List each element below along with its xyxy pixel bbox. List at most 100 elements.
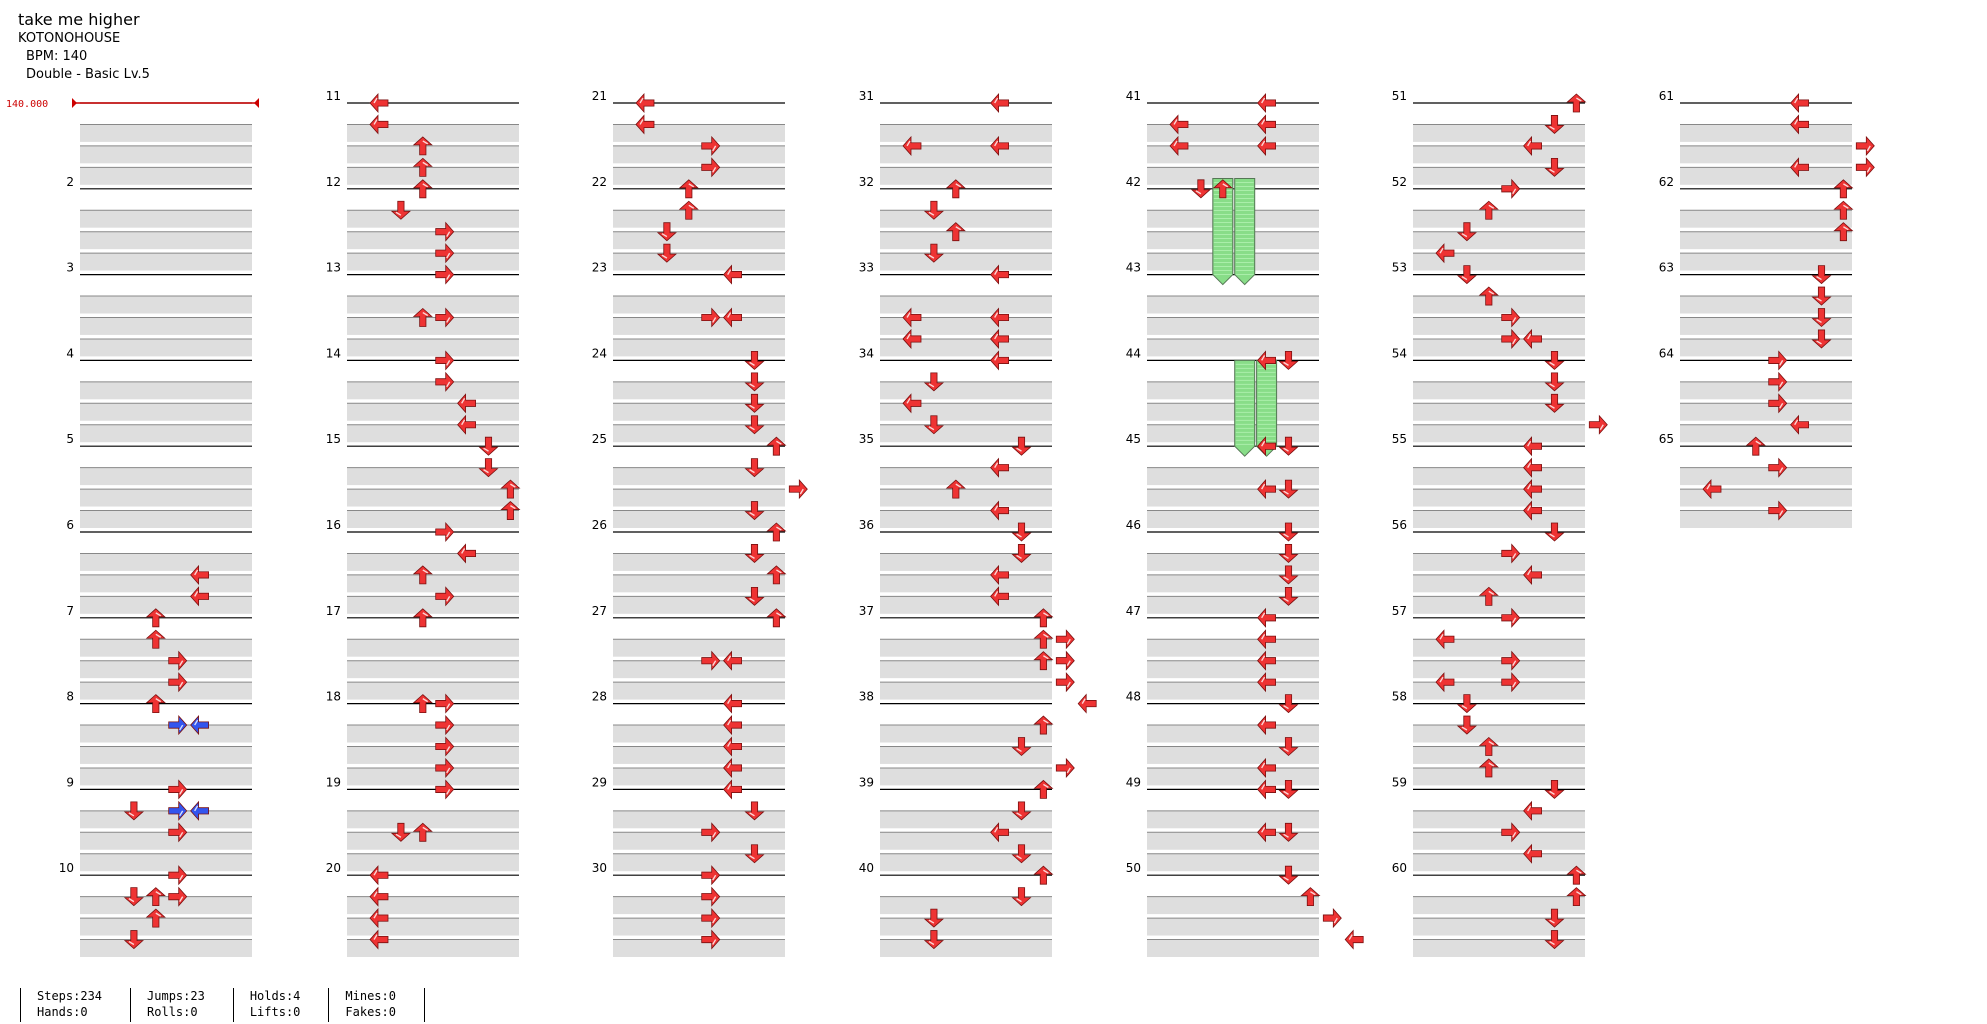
arrow-shine	[1310, 891, 1316, 896]
beat-band	[347, 510, 519, 528]
measure-number: 37	[859, 604, 874, 618]
arrow-shape	[1478, 286, 1499, 306]
step-arrow	[435, 221, 455, 242]
arrow-shape	[1456, 694, 1477, 714]
step-arrow	[1544, 780, 1565, 799]
step-arrow	[1790, 92, 1809, 114]
beat-band	[613, 639, 785, 657]
beat-band	[1147, 939, 1319, 957]
arrow-shine	[1461, 726, 1468, 731]
step-arrow	[190, 564, 210, 585]
beat-band	[80, 510, 252, 528]
step-arrow	[701, 135, 721, 156]
beat-band	[347, 767, 519, 786]
arrow-shape	[168, 886, 188, 907]
bpm-value: 140.000	[6, 99, 48, 110]
step-arrow	[435, 521, 455, 543]
measure-number: 38	[859, 690, 874, 704]
beat-band	[1680, 231, 1852, 250]
step-arrow	[1544, 393, 1565, 413]
step-arrow	[1544, 157, 1565, 177]
arrow-shine	[179, 831, 184, 838]
step-arrow	[701, 822, 721, 843]
arrow-shine	[928, 919, 935, 924]
arrow-shine	[1016, 898, 1022, 903]
beat-band	[613, 145, 785, 164]
measure-number: 59	[1392, 775, 1407, 789]
arrow-shine	[1043, 633, 1049, 638]
beat-band	[80, 338, 252, 357]
measure-number: 54	[1392, 346, 1407, 360]
arrow-shape	[788, 479, 808, 500]
arrow-shape	[1523, 479, 1542, 500]
measure-number: 12	[326, 175, 341, 189]
arrow-shape	[1544, 930, 1565, 950]
arrow-shape	[412, 565, 433, 585]
beat-band	[1147, 639, 1319, 657]
measure-number: 44	[1126, 346, 1141, 360]
step-arrow	[1257, 629, 1276, 650]
arrow-shape	[190, 800, 210, 821]
arrow-shape	[1278, 780, 1299, 799]
step-arrow	[1212, 179, 1233, 199]
step-arrow	[1257, 607, 1276, 628]
beat-band	[347, 403, 519, 421]
arrow-shape	[1523, 500, 1542, 521]
arrow-shape	[435, 693, 455, 714]
step-arrow	[1566, 93, 1587, 113]
arrow-shine	[1348, 934, 1353, 940]
beat-band	[880, 553, 1052, 571]
step-arrow	[1478, 736, 1499, 756]
measure-number: 35	[859, 432, 874, 446]
beat-band	[613, 574, 785, 593]
arrow-shine	[712, 917, 717, 924]
arrow-shape	[990, 500, 1009, 521]
arrow-shine	[1488, 762, 1495, 767]
step-arrow	[1790, 414, 1809, 435]
step-arrow	[923, 372, 944, 392]
arrow-shape	[1257, 135, 1276, 156]
arrow-shape	[1501, 178, 1521, 199]
step-arrow	[1169, 114, 1189, 135]
step-arrow	[435, 350, 455, 371]
step-arrow	[723, 714, 742, 736]
stats-col-holds: Holds:4 Lifts:0	[232, 988, 329, 1022]
arrow-shape	[1257, 92, 1276, 114]
arrow-shape	[435, 714, 455, 736]
arrow-shape	[123, 930, 144, 950]
arrow-shine	[661, 233, 668, 238]
arrow-shine	[928, 254, 935, 259]
beat-band	[1413, 939, 1585, 957]
measure-number: 7	[66, 604, 74, 618]
step-arrow	[990, 564, 1009, 585]
arrow-shape	[390, 822, 411, 842]
beat-band	[80, 639, 252, 657]
measure-number: 10	[59, 861, 74, 875]
arrow-shape	[1501, 650, 1521, 671]
beat-band	[347, 338, 519, 357]
song-bpm: BPM: 140	[26, 49, 88, 64]
beat-band	[613, 596, 785, 614]
arrow-shape	[1833, 222, 1854, 242]
step-arrow	[369, 886, 389, 907]
arrow-shape	[1257, 757, 1276, 779]
arrow-shine	[906, 140, 911, 147]
step-arrow	[1790, 114, 1809, 135]
step-arrow	[923, 200, 944, 220]
step-arrow	[1768, 371, 1788, 392]
arrow-shine	[1261, 140, 1266, 147]
step-arrow	[123, 801, 144, 821]
measure-number: 11	[326, 89, 341, 103]
measure-number: 29	[592, 775, 607, 789]
beat-band	[1680, 210, 1852, 228]
arrow-shine	[1549, 919, 1555, 924]
measure-number: 36	[859, 518, 874, 532]
arrow-shine	[955, 183, 962, 188]
beat-band	[613, 124, 785, 142]
step-arrow	[723, 264, 742, 285]
step-arrow	[1257, 92, 1276, 114]
step-arrow	[1011, 544, 1032, 563]
arrow-shine	[446, 360, 451, 366]
step-arrow	[635, 92, 655, 114]
arrow-shape	[990, 307, 1009, 328]
